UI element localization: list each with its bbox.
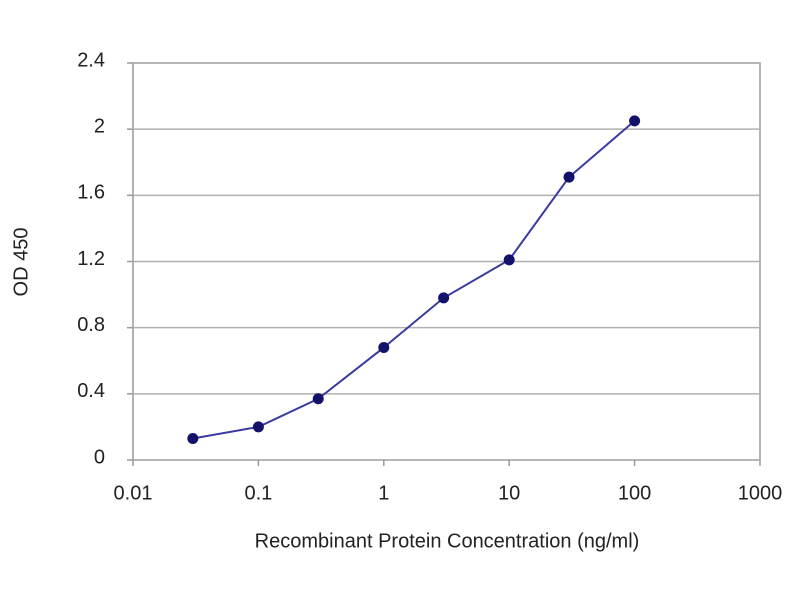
x-tick-label: 1000 [738,482,783,504]
data-line [192,120,636,440]
y-tick-label: 0.8 [77,314,105,336]
data-point [503,254,515,266]
x-tick-label: 10 [498,482,520,504]
data-point [438,292,450,304]
y-tick-label: 2 [94,115,105,137]
y-axis-label: OD 450 [10,228,32,297]
y-tick-label: 0.4 [77,380,105,402]
y-tick-label: 1.6 [77,182,105,204]
data-point [312,393,324,405]
x-tick-label: 1 [378,482,389,504]
y-tick-label: 1.2 [77,248,105,270]
data-point [563,171,575,183]
data-point [629,115,641,127]
x-tick-label: 0.01 [114,482,153,504]
x-tick-label: 0.1 [244,482,272,504]
data-point [252,421,264,433]
data-point [187,432,199,444]
x-axis-label: Recombinant Protein Concentration (ng/ml… [255,530,640,552]
x-tick-label: 100 [618,482,651,504]
data-point [378,342,390,354]
y-tick-label: 0 [94,446,105,468]
y-tick-label: 2.4 [77,49,105,71]
